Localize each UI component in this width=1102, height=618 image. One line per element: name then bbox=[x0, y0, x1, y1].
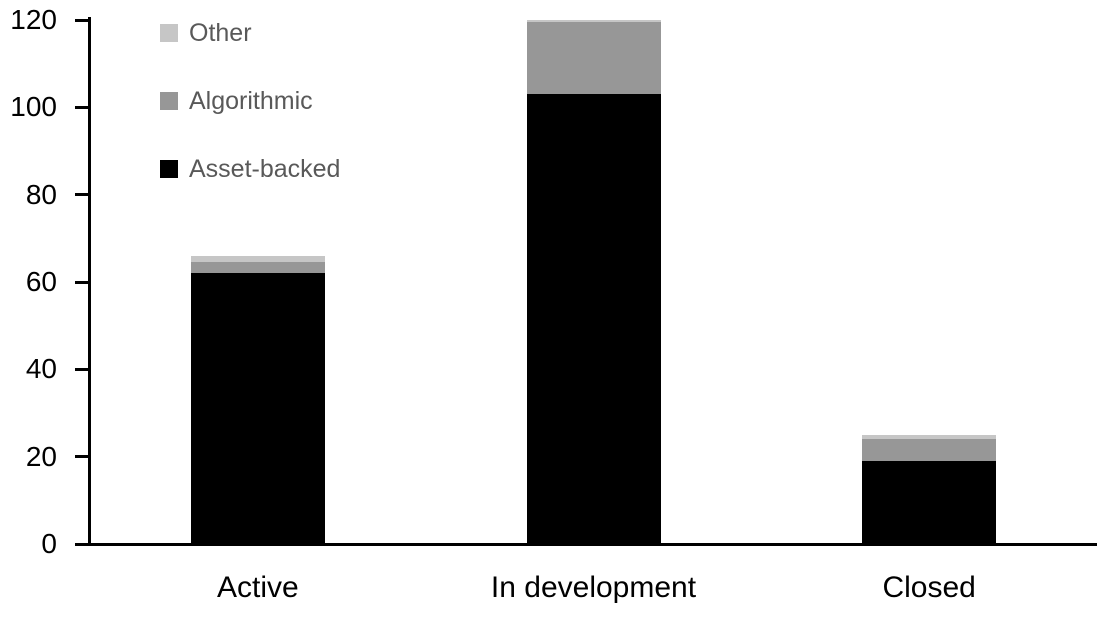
legend-item-algorithmic: Algorithmic bbox=[160, 87, 340, 115]
y-tick-label-40: 40 bbox=[25, 353, 57, 385]
legend-item-other: Other bbox=[160, 19, 340, 47]
bar-segment-active-asset-backed bbox=[190, 273, 325, 544]
y-tick-label-20: 20 bbox=[25, 440, 57, 472]
legend-label: Asset-backed bbox=[189, 155, 341, 183]
y-tick-label-100: 100 bbox=[10, 91, 57, 123]
y-tick-label-60: 60 bbox=[25, 266, 57, 297]
legend-swatch-icon bbox=[160, 24, 178, 42]
legend-item-asset-backed: Asset-backed bbox=[160, 155, 341, 183]
y-tick-60 bbox=[75, 280, 89, 284]
x-axis-line bbox=[76, 543, 1097, 546]
y-tick-40 bbox=[75, 367, 89, 371]
bar-segment-closed-algorithmic bbox=[862, 439, 997, 462]
bar-segment-active-algorithmic bbox=[190, 262, 325, 274]
y-axis-line bbox=[88, 17, 91, 546]
y-tick-20 bbox=[75, 455, 89, 459]
y-tick-label-0: 0 bbox=[41, 528, 57, 559]
bar-segment-active-other bbox=[190, 255, 325, 263]
y-tick-label-120: 120 bbox=[10, 4, 57, 35]
y-tick-80 bbox=[75, 193, 89, 197]
legend: Other Algorithmic Asset-backed bbox=[160, 19, 341, 228]
bar-segment-in-development-other bbox=[526, 20, 661, 23]
y-tick-120 bbox=[75, 18, 89, 22]
y-tick-0 bbox=[75, 542, 89, 546]
x-axis-label-closed: Closed bbox=[882, 571, 976, 604]
bar-segment-in-development-asset-backed bbox=[526, 94, 661, 544]
legend-swatch-icon bbox=[160, 160, 178, 178]
legend-label: Algorithmic bbox=[189, 87, 313, 115]
x-axis-label-active: Active bbox=[216, 571, 299, 604]
bar-segment-closed-other bbox=[862, 434, 997, 440]
x-axis-label-in-development: In development bbox=[490, 571, 697, 604]
legend-swatch-icon bbox=[160, 92, 178, 110]
legend-label: Other bbox=[189, 19, 252, 47]
bar-segment-closed-asset-backed bbox=[862, 461, 997, 544]
y-tick-label-80: 80 bbox=[25, 178, 57, 210]
y-tick-100 bbox=[75, 105, 89, 109]
bar-segment-in-development-algorithmic bbox=[526, 22, 661, 95]
